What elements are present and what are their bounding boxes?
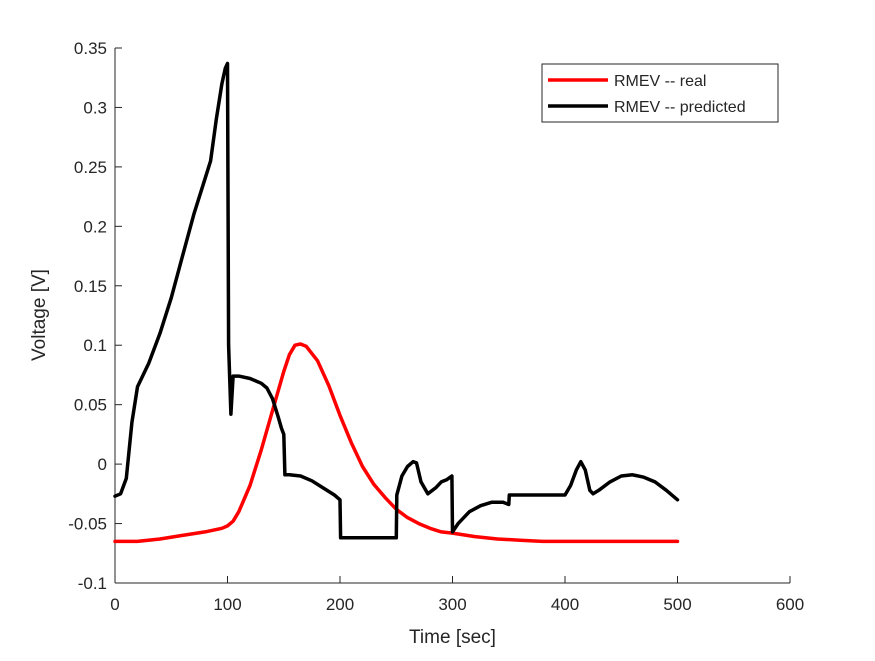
legend-box (541, 63, 779, 123)
y-tick-label: 0.1 (83, 336, 107, 355)
y-axis-label: Voltage [V] (29, 269, 50, 361)
axes: 0 100 200 300 400 500 600 -0.1 -0.05 0 0.05 0.1 0.15… (68, 39, 804, 614)
series-line-real (113, 342, 680, 544)
x-tick-label: 500 (663, 595, 691, 614)
y-tick-label: 0.2 (83, 217, 107, 236)
y-tick-label: 0.35 (74, 39, 107, 58)
plot-area (113, 61, 680, 544)
series-line-predicted (113, 61, 680, 540)
y-tick-label: 0.25 (74, 158, 107, 177)
x-tick-label: 400 (551, 595, 579, 614)
y-tick-label: 0.05 (74, 396, 107, 415)
legend-entry-label: RMEV -- real (614, 73, 706, 90)
y-tick-label: 0.3 (83, 98, 107, 117)
x-tick-label: 0 (110, 595, 119, 614)
y-tick-label: -0.1 (78, 574, 107, 593)
y-tick-label: 0 (98, 455, 107, 474)
x-tick-label: 300 (438, 595, 466, 614)
x-axis-label: Time [sec] (409, 627, 496, 648)
legend-entry-label: RMEV -- predicted (614, 99, 746, 116)
x-tick-label: 200 (326, 595, 354, 614)
x-tick-label: 100 (213, 595, 241, 614)
y-tick-label: -0.05 (68, 515, 107, 534)
x-tick-label: 600 (776, 595, 804, 614)
y-tick-label: 0.15 (74, 277, 107, 296)
legend: RMEV -- real RMEV -- predicted (541, 63, 779, 123)
